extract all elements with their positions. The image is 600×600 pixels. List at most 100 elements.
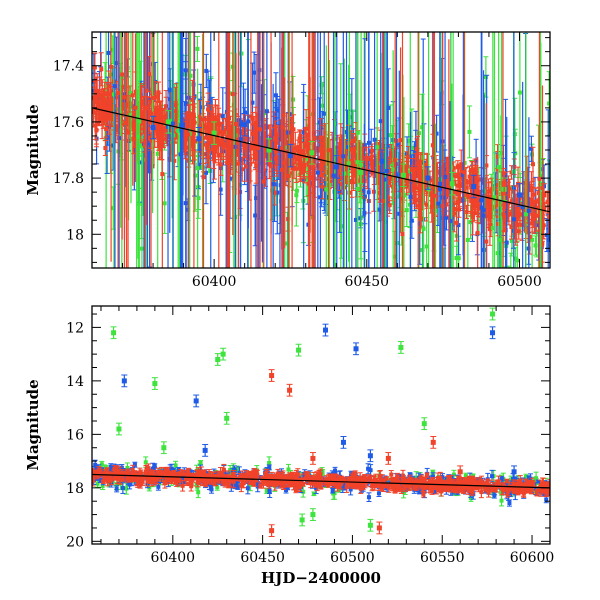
data-point <box>185 121 190 126</box>
data-point <box>353 217 358 222</box>
data-point <box>294 188 299 193</box>
data-point <box>351 169 356 174</box>
data-point <box>424 244 429 249</box>
data-point <box>390 163 395 168</box>
data-point <box>530 237 535 242</box>
data-point <box>161 126 166 131</box>
data-point <box>509 170 514 175</box>
data-point <box>336 159 341 164</box>
data-point <box>534 213 539 218</box>
data-point <box>92 65 97 70</box>
data-point <box>106 106 111 111</box>
data-point <box>188 73 193 78</box>
data-point <box>399 206 404 211</box>
data-point <box>339 148 344 153</box>
data-point <box>139 99 144 104</box>
data-point <box>546 200 550 205</box>
data-point <box>454 220 459 225</box>
data-point <box>173 131 178 136</box>
data-point <box>488 222 493 227</box>
data-point <box>339 224 344 229</box>
data-point <box>495 167 500 172</box>
data-point <box>252 70 257 75</box>
data-point <box>322 111 327 116</box>
data-point <box>253 155 258 160</box>
data-point <box>155 107 160 112</box>
data-point <box>415 153 420 158</box>
data-point <box>188 136 193 141</box>
data-point <box>105 114 110 119</box>
data-point <box>183 201 188 206</box>
data-point <box>523 318 527 322</box>
data-point <box>480 220 485 225</box>
data-point <box>288 125 293 130</box>
data-point <box>253 129 258 134</box>
data-point <box>298 159 303 164</box>
data-point <box>99 114 104 119</box>
data-point <box>456 256 461 261</box>
data-point <box>221 130 226 135</box>
data-point <box>240 167 245 172</box>
data-point <box>335 168 340 173</box>
data-point <box>510 211 515 216</box>
data-point <box>235 146 240 151</box>
data-point <box>420 125 425 130</box>
data-point <box>523 192 528 197</box>
data-point <box>536 223 541 228</box>
data-point <box>371 189 376 194</box>
data-point <box>413 167 418 172</box>
data-point <box>92 109 96 114</box>
data-point <box>106 50 111 55</box>
data-point <box>183 139 188 144</box>
data-point <box>413 143 418 148</box>
data-point <box>515 214 520 219</box>
data-point <box>138 88 143 93</box>
data-point <box>361 188 366 193</box>
data-point <box>240 131 245 136</box>
data-point <box>204 68 209 73</box>
data-point <box>224 142 229 147</box>
data-point <box>319 187 324 192</box>
data-point <box>132 127 137 132</box>
data-point <box>184 131 189 136</box>
data-point <box>169 128 174 133</box>
data-point <box>275 108 280 113</box>
data-point <box>320 103 325 108</box>
data-point <box>253 139 258 144</box>
data-point <box>140 152 145 157</box>
data-point <box>283 171 288 176</box>
data-point <box>509 199 514 204</box>
data-point <box>262 148 267 153</box>
data-point <box>351 149 356 154</box>
data-point <box>443 202 448 207</box>
data-point <box>156 133 161 138</box>
data-point <box>450 214 455 219</box>
data-point <box>529 188 534 193</box>
data-point <box>368 157 373 162</box>
data-point <box>319 163 324 168</box>
data-point <box>507 186 512 191</box>
data-point <box>111 206 116 211</box>
data-point <box>546 212 550 217</box>
data-point <box>457 190 462 195</box>
data-point <box>348 159 353 164</box>
data-point <box>319 172 324 177</box>
data-point <box>405 169 410 174</box>
data-point <box>175 112 180 117</box>
data-point <box>360 160 365 165</box>
data-point <box>217 122 222 127</box>
data-point <box>412 182 417 187</box>
data-point <box>285 241 290 246</box>
data-point <box>474 158 479 163</box>
data-point <box>147 97 152 102</box>
data-point <box>338 156 343 161</box>
data-point <box>418 168 423 173</box>
data-point <box>219 139 224 144</box>
data-point <box>146 135 151 140</box>
data-point <box>377 190 382 195</box>
data-point <box>531 212 536 217</box>
data-point <box>403 175 408 180</box>
data-point <box>456 223 461 228</box>
